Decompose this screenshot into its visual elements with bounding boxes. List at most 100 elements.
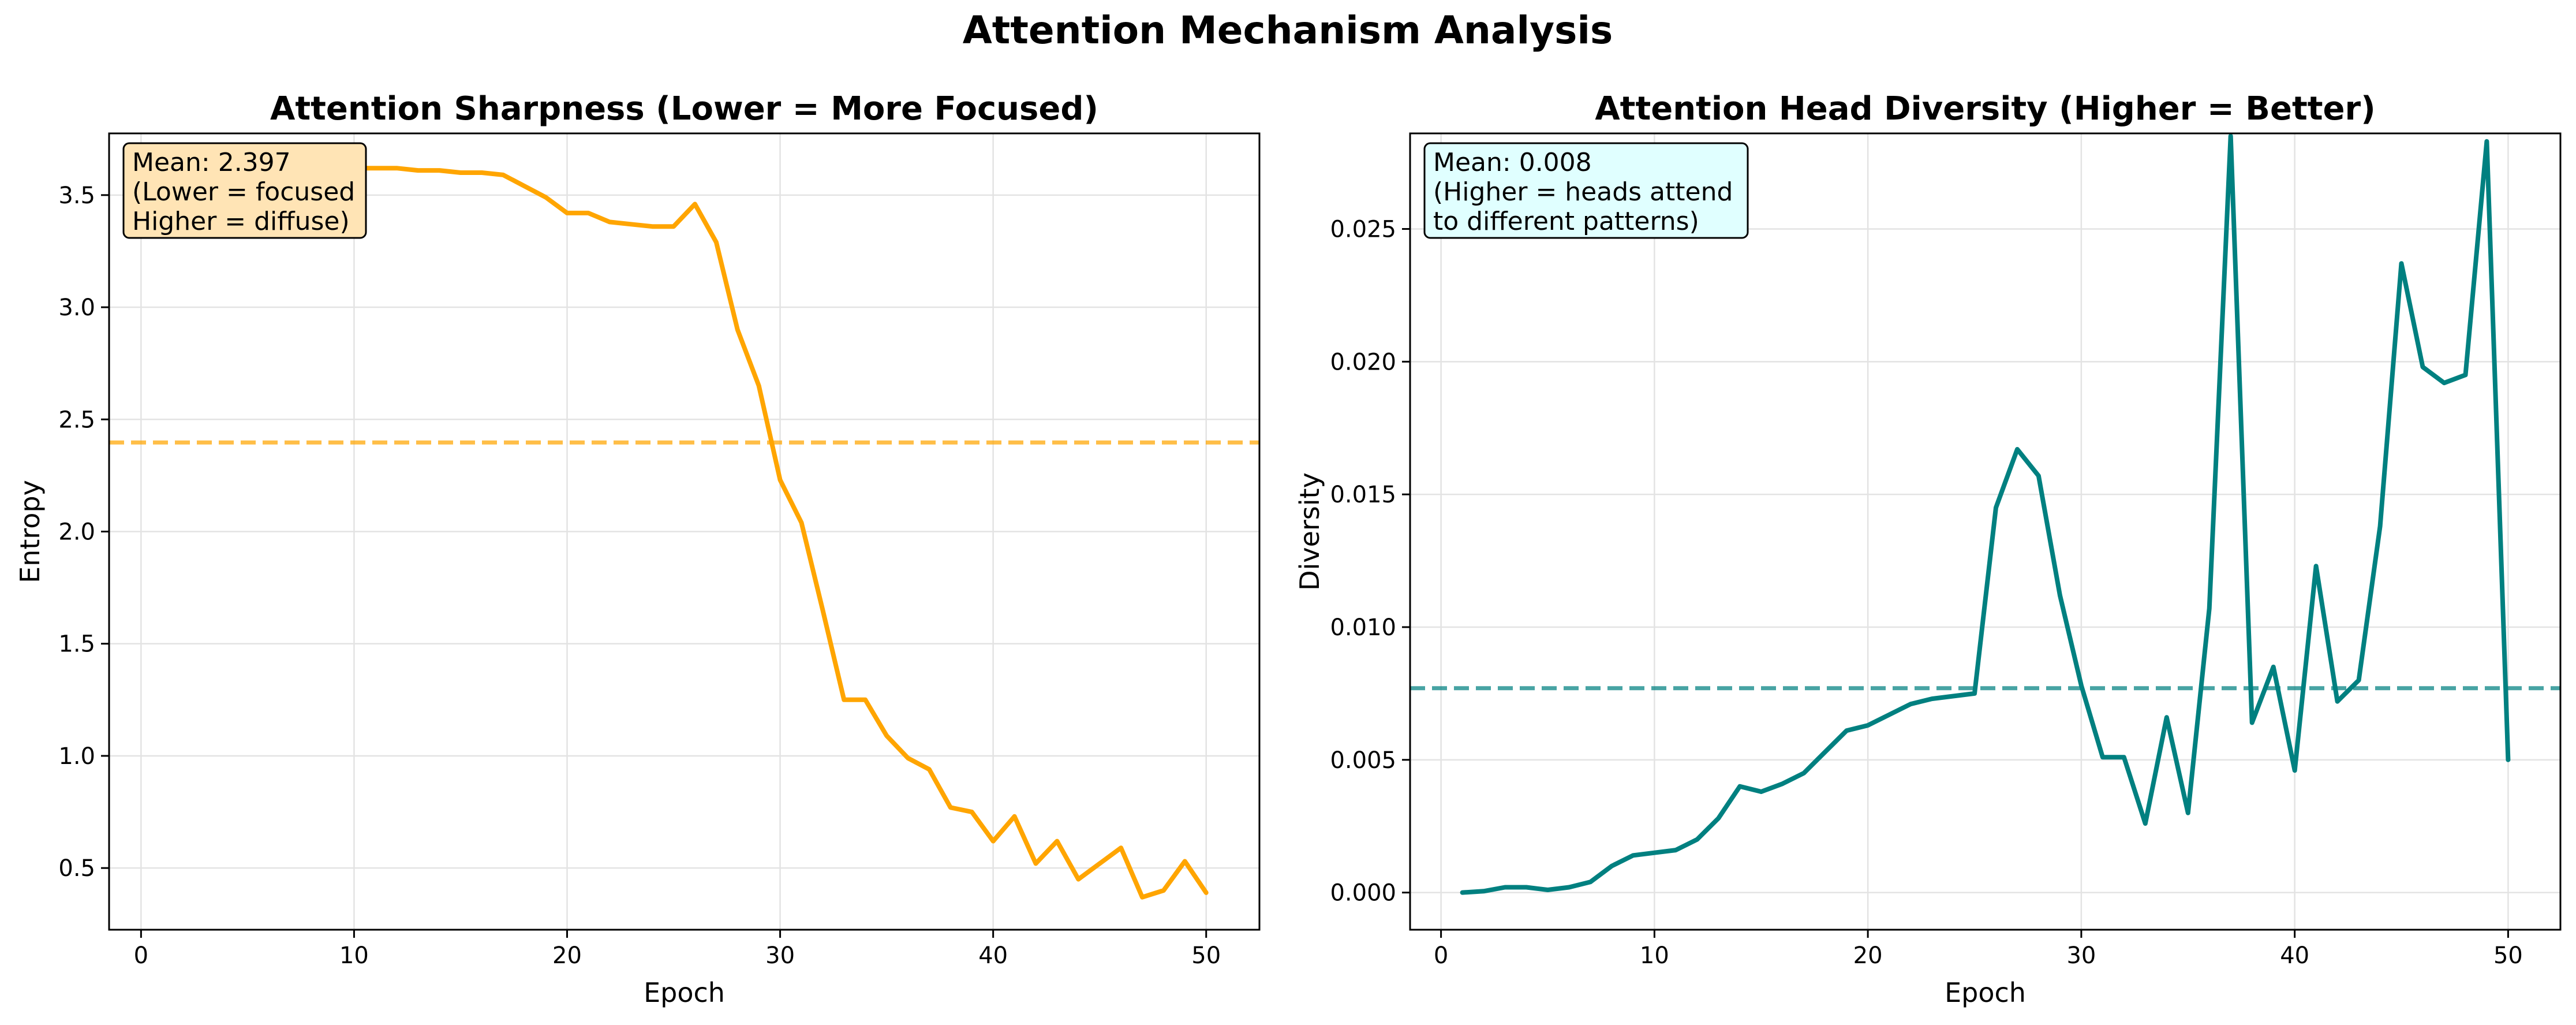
entropy-xtick-label-0: 0 (134, 942, 148, 969)
entropy-annotation-line-2: Higher = diffuse) (132, 207, 350, 236)
entropy-point-30 (779, 479, 781, 481)
diversity-point-22 (1931, 698, 1933, 700)
entropy-point-28 (736, 329, 738, 330)
entropy-point-34 (865, 699, 866, 700)
diversity-point-43 (2379, 525, 2381, 527)
diversity-xtick-label-5: 50 (2493, 942, 2523, 969)
entropy-point-36 (907, 757, 909, 759)
diversity-point-4 (1547, 889, 1549, 891)
entropy-point-41 (1014, 815, 1015, 817)
entropy-point-16 (481, 172, 483, 173)
entropy-point-27 (715, 241, 717, 243)
entropy-point-25 (673, 226, 675, 228)
diversity-point-38 (2272, 666, 2274, 668)
entropy-annotation-box (122, 142, 367, 239)
diversity-point-11 (1696, 838, 1698, 840)
entropy-ytick-label-6: 3.5 (58, 182, 95, 209)
entropy-point-17 (502, 174, 504, 176)
entropy-point-22 (609, 221, 611, 223)
diversity-point-25 (1995, 507, 1997, 509)
diversity-xtick-label-3: 30 (2066, 942, 2096, 969)
diversity-point-35 (2208, 607, 2210, 609)
diversity-xtick-label-0: 0 (1434, 942, 1448, 969)
entropy-point-20 (566, 212, 568, 214)
entropy-point-39 (971, 811, 973, 813)
entropy-point-42 (1035, 863, 1037, 864)
diversity-point-9 (1654, 852, 1655, 853)
diversity-point-29 (2080, 685, 2082, 687)
entropy-point-23 (630, 223, 632, 225)
entropy-point-37 (928, 769, 930, 770)
entropy-point-50 (1205, 892, 1207, 893)
entropy-ytick-label-4: 2.5 (58, 407, 95, 433)
entropy-point-46 (1120, 847, 1122, 849)
diversity-point-39 (2294, 770, 2295, 771)
entropy-point-45 (1099, 863, 1101, 864)
entropy-xtick-label-1: 10 (339, 942, 369, 969)
diversity-annotation-line-1: (Higher = heads attend (1433, 177, 1733, 207)
diversity-point-6 (1590, 881, 1591, 883)
diversity-point-45 (2422, 366, 2424, 368)
entropy-point-40 (992, 840, 994, 842)
entropy-point-31 (801, 521, 802, 523)
diversity-xtick-label-1: 10 (1640, 942, 1669, 969)
diversity-point-40 (2315, 565, 2317, 567)
diversity-xtick-label-2: 20 (1853, 942, 1883, 969)
entropy-point-12 (396, 167, 398, 169)
diversity-annotation-line-2: to different patterns) (1433, 207, 1699, 236)
diversity-plot: 0 10 20 30 40 50 0.000 0.005 0.010 0.015 0.020 0.02… (1294, 90, 2562, 1008)
entropy-point-48 (1162, 890, 1164, 892)
diversity-point-31 (2123, 756, 2125, 758)
diversity-point-21 (1910, 703, 1912, 705)
diversity-title: Attention Head Diversity (Higher = Bette… (1595, 90, 2375, 128)
entropy-point-43 (1056, 840, 1058, 842)
diversity-ytick-label-2: 0.010 (1330, 614, 1396, 641)
entropy-point-13 (417, 170, 419, 172)
entropy-point-35 (886, 735, 888, 736)
entropy-point-38 (949, 807, 951, 808)
entropy-xlabel: Epoch (644, 977, 725, 1008)
diversity-xlabel: Epoch (1945, 977, 2026, 1008)
entropy-point-33 (843, 699, 845, 700)
diversity-point-36 (2230, 135, 2231, 137)
diversity-point-30 (2102, 756, 2103, 758)
entropy-point-18 (524, 185, 525, 187)
entropy-xtick-label-5: 50 (1191, 942, 1221, 969)
entropy-point-24 (652, 226, 653, 228)
diversity-ytick-label-3: 0.015 (1330, 482, 1396, 508)
entropy-point-44 (1078, 878, 1079, 880)
entropy-plot: 0 10 20 30 40 50 0.5 1.0 1.5 2.0 2.5 3.0 3.5 Attentio… (14, 90, 1261, 1008)
diversity-point-19 (1867, 725, 1869, 726)
diversity-point-47 (2465, 374, 2466, 376)
diversity-ytick-label-0: 0.000 (1330, 880, 1396, 907)
entropy-ylabel: Entropy (14, 480, 46, 583)
diversity-series-line (1460, 133, 2511, 895)
entropy-point-32 (822, 609, 824, 611)
diversity-point-32 (2144, 823, 2146, 825)
diversity-point-0 (1461, 892, 1463, 893)
entropy-xtick-label-3: 30 (765, 942, 795, 969)
diversity-point-24 (1974, 692, 1976, 694)
entropy-point-21 (588, 212, 589, 214)
diversity-ytick-label-5: 0.025 (1330, 216, 1396, 243)
diversity-point-10 (1675, 849, 1677, 851)
diversity-annotation-line-0: Mean: 0.008 (1433, 148, 1592, 177)
diversity-point-34 (2187, 812, 2189, 814)
entropy-xtick-label-2: 20 (552, 942, 582, 969)
diversity-point-42 (2358, 679, 2360, 681)
diversity-point-1 (1483, 890, 1485, 892)
diversity-point-44 (2401, 263, 2402, 264)
entropy-point-49 (1184, 860, 1186, 862)
diversity-point-28 (2059, 594, 2061, 596)
entropy-ytick-label-0: 0.5 (58, 855, 95, 882)
diversity-point-15 (1782, 783, 1784, 785)
diversity-annotation-box (1423, 142, 1749, 239)
entropy-ytick-label-5: 3.0 (58, 295, 95, 321)
entropy-ytick-label-2: 1.5 (58, 631, 95, 658)
entropy-annotation-line-0: Mean: 2.397 (132, 148, 291, 177)
diversity-point-3 (1526, 886, 1527, 888)
diversity-point-7 (1611, 865, 1613, 867)
diversity-point-12 (1718, 817, 1719, 819)
